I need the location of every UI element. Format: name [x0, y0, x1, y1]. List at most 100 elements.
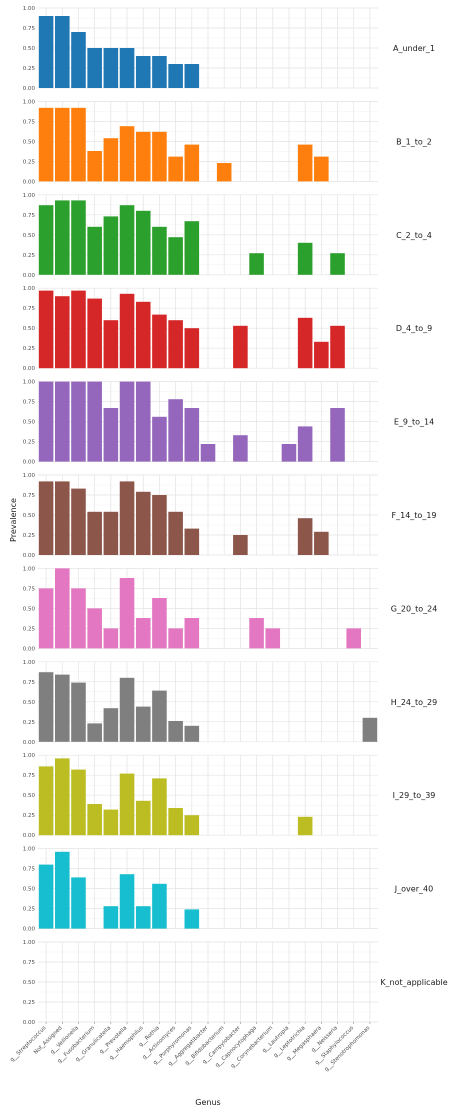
bar	[71, 107, 86, 182]
facet-label: G_20_to_24	[391, 604, 438, 613]
y-tick-label: 1.00	[23, 753, 36, 759]
y-tick-label: 0.25	[23, 813, 36, 819]
bar	[184, 909, 200, 929]
bar	[55, 568, 70, 649]
bar	[135, 706, 151, 742]
y-tick-label: 0.00	[23, 460, 36, 466]
bar	[184, 725, 200, 742]
bar	[103, 906, 119, 929]
bar	[152, 314, 167, 369]
y-tick-label: 1.00	[23, 566, 36, 572]
bar	[38, 381, 54, 462]
facet-label: I_29_to_39	[393, 791, 436, 800]
facet-panel: 0.00 0.25 0.50 0.75 1.00 A_under_1	[23, 6, 435, 92]
y-tick-label: 0.75	[23, 773, 36, 779]
bar	[314, 156, 329, 182]
bar	[103, 809, 119, 836]
bar	[87, 723, 102, 742]
facet-label: K_not_applicable	[380, 978, 447, 987]
y-tick-label: 0.25	[23, 159, 36, 165]
y-tick-label: 0.00	[23, 553, 36, 559]
bar	[71, 488, 86, 555]
bar	[297, 317, 313, 369]
bar	[38, 16, 54, 88]
bar	[314, 531, 329, 555]
bar	[168, 237, 183, 275]
y-tick-label: 0.00	[23, 273, 36, 279]
bar	[297, 242, 313, 275]
y-tick-label: 0.75	[23, 493, 36, 499]
bar	[135, 491, 151, 555]
bar	[346, 628, 361, 649]
bar	[168, 320, 183, 369]
y-tick-label: 0.75	[23, 400, 36, 406]
facet-panel: 0.00 0.25 0.50 0.75 1.00 E_9_to_14	[23, 380, 434, 466]
bar	[330, 325, 345, 369]
bar	[297, 144, 313, 182]
y-tick-label: 0.00	[23, 740, 36, 746]
bar	[330, 253, 345, 275]
y-tick-label: 1.00	[23, 473, 36, 479]
y-tick-label: 1.00	[23, 660, 36, 666]
bar	[55, 381, 70, 462]
bar	[55, 107, 70, 182]
bar	[71, 588, 86, 649]
y-tick-label: 0.50	[23, 887, 36, 893]
facet-label: F_14_to_19	[392, 511, 437, 520]
bar	[87, 381, 102, 462]
bar	[55, 851, 70, 929]
bar	[71, 877, 86, 929]
bar	[119, 48, 135, 88]
bar	[71, 381, 86, 462]
y-axis-title: Prevalence	[9, 498, 18, 542]
facet-panel: 0.00 0.25 0.50 0.75 1.00 J_over_40	[23, 847, 433, 933]
y-tick-label: 0.50	[23, 980, 36, 986]
bar	[87, 804, 102, 836]
bar	[168, 156, 183, 182]
y-tick-label: 1.00	[23, 6, 36, 12]
facet-panel: 0.00 0.25 0.50 0.75 1.00 G_20_to_24	[23, 566, 438, 652]
bar	[200, 444, 216, 462]
y-tick-label: 0.50	[23, 606, 36, 612]
bar	[152, 226, 167, 275]
y-tick-label: 0.75	[23, 867, 36, 873]
bar	[184, 618, 200, 649]
bar	[152, 56, 167, 88]
y-tick-label: 0.50	[23, 793, 36, 799]
y-tick-label: 1.00	[23, 286, 36, 292]
y-tick-label: 0.75	[23, 119, 36, 125]
x-axis-title: Genus	[195, 1098, 220, 1107]
facet-label: J_over_40	[394, 885, 433, 894]
bar	[135, 301, 151, 369]
bar	[152, 778, 167, 836]
facet-panels: 0.00 0.25 0.50 0.75 1.00 A_under_1 0.00 0.25 0.5…	[23, 6, 448, 1026]
bar	[103, 138, 119, 182]
y-tick-label: 0.75	[23, 586, 36, 592]
bar	[71, 290, 86, 369]
y-tick-label: 0.75	[23, 26, 36, 32]
facet-panel: 0.00 0.25 0.50 0.75 1.00 B_1_to_2	[23, 99, 432, 185]
y-tick-label: 0.00	[23, 927, 36, 933]
bar	[184, 144, 200, 182]
bar	[119, 381, 135, 462]
bar	[184, 64, 200, 88]
bar	[71, 769, 86, 836]
bar	[55, 758, 70, 836]
bar	[135, 56, 151, 88]
bar	[135, 618, 151, 649]
bar	[71, 682, 86, 742]
y-tick-label: 0.25	[23, 346, 36, 352]
bar	[55, 16, 70, 88]
bar	[55, 200, 70, 275]
bar	[103, 48, 119, 88]
bar	[184, 408, 200, 462]
y-tick-label: 0.25	[23, 253, 36, 259]
bar	[55, 296, 70, 369]
y-tick-label: 0.00	[23, 646, 36, 652]
bar	[55, 674, 70, 742]
bar	[297, 518, 313, 555]
y-tick-label: 0.75	[23, 960, 36, 966]
bar	[184, 221, 200, 275]
bar	[135, 906, 151, 929]
bar	[87, 151, 102, 182]
